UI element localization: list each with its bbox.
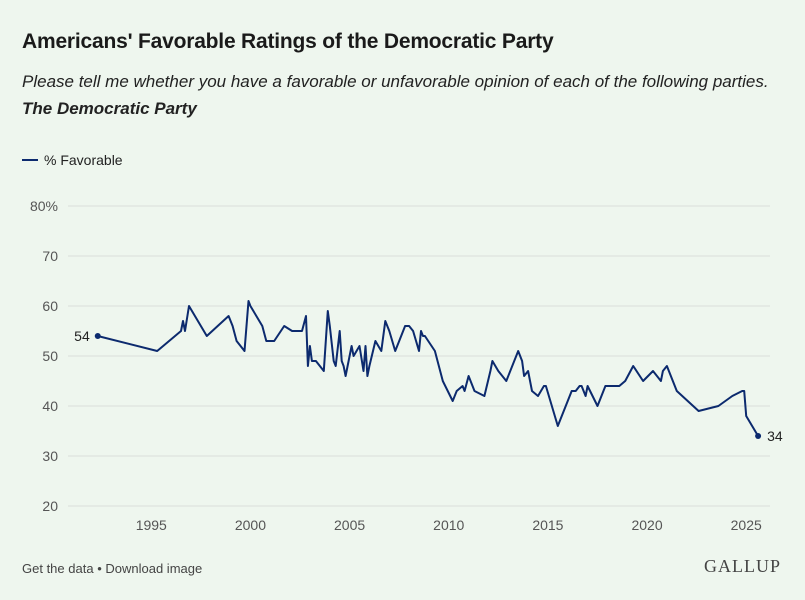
x-tick-label: 2000 xyxy=(235,517,266,533)
x-tick-label: 2010 xyxy=(433,517,464,533)
chart-title: Americans' Favorable Ratings of the Demo… xyxy=(22,30,554,53)
y-tick-label: 40 xyxy=(42,398,58,414)
y-tick-label: 30 xyxy=(42,448,58,464)
chart-subtitle: Please tell me whether you have a favora… xyxy=(22,68,792,122)
footer-separator: • xyxy=(97,561,102,576)
footer-links: Get the data • Download image xyxy=(22,561,202,576)
legend-label: % Favorable xyxy=(44,152,123,168)
x-tick-label: 2015 xyxy=(532,517,563,533)
y-tick-label: 20 xyxy=(42,498,58,514)
end-point-marker xyxy=(755,433,762,439)
x-tick-label: 2005 xyxy=(334,517,365,533)
legend: % Favorable xyxy=(22,152,123,168)
end-data-label: 34 xyxy=(767,428,783,444)
y-tick-label: 80% xyxy=(30,198,58,214)
subtitle-question: Please tell me whether you have a favora… xyxy=(22,72,769,91)
series-line-favorable xyxy=(97,300,759,437)
start-point-marker xyxy=(94,333,101,339)
legend-swatch xyxy=(22,159,38,161)
x-tick-label: 2020 xyxy=(631,517,662,533)
subtitle-emphasis: The Democratic Party xyxy=(22,99,197,118)
gallup-logo: GALLUP xyxy=(704,556,781,576)
get-data-link[interactable]: Get the data xyxy=(22,561,94,576)
y-tick-label: 50 xyxy=(42,348,58,364)
x-tick-label: 1995 xyxy=(136,517,167,533)
download-image-link[interactable]: Download image xyxy=(105,561,203,576)
start-data-label: 54 xyxy=(74,328,90,344)
y-tick-label: 70 xyxy=(42,248,58,264)
y-tick-label: 60 xyxy=(42,298,58,314)
x-tick-label: 2025 xyxy=(731,517,762,533)
